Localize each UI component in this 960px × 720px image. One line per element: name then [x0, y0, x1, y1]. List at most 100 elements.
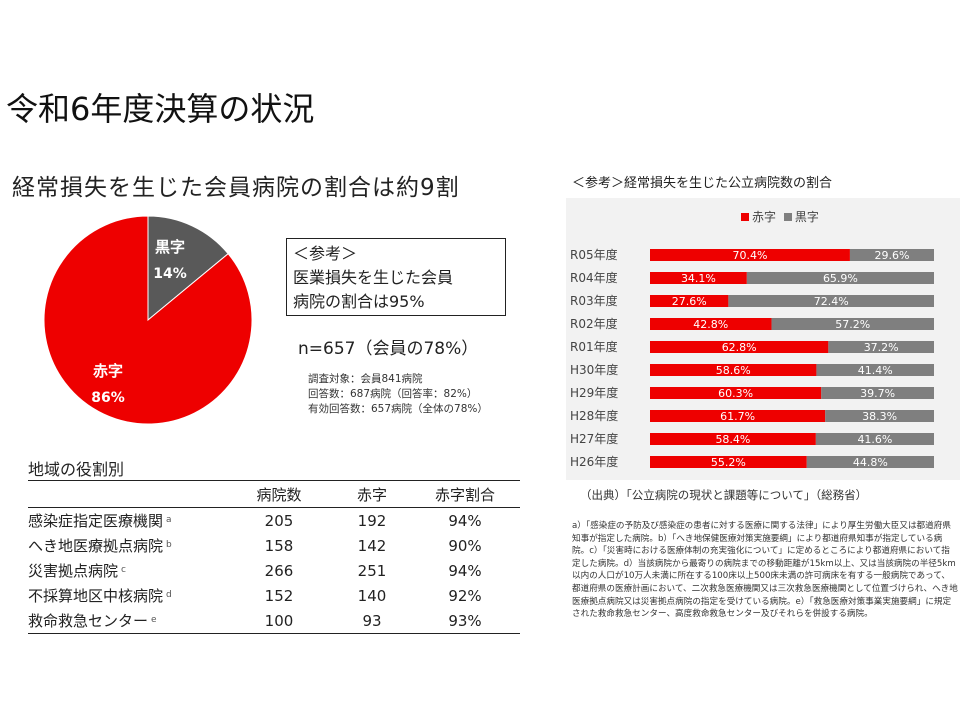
row-deficit: 140 [357, 586, 387, 605]
bar-segment-deficit [650, 295, 729, 307]
y-tick-label: R04年度 [570, 270, 618, 285]
row-name: 不採算地区中核病院 d [28, 587, 172, 605]
data-label-deficit: 62.8% [722, 341, 757, 354]
bar-segment-surplus [806, 456, 934, 468]
data-label-surplus: 44.8% [853, 456, 888, 469]
table-header-row: 病院数 赤字 赤字割合 [28, 480, 520, 508]
row-deficit: 93 [334, 608, 410, 634]
row-ratio: 94% [448, 511, 482, 530]
table-row: 感染症指定医療機関 a 205 192 94% [28, 508, 520, 534]
y-tick-label: H26年度 [570, 454, 618, 469]
data-label-surplus: 38.3% [862, 410, 897, 423]
data-label-deficit: 27.6% [672, 295, 707, 308]
data-label-deficit: 70.4% [732, 249, 767, 262]
survey-target: 調査対象：会員841病院 [308, 373, 423, 385]
bar-segment-deficit [650, 341, 829, 353]
pie-heading: 経常損失を生じた会員病院の割合は約9割 [12, 175, 460, 201]
data-label-deficit: 61.7% [720, 410, 755, 423]
row-count: 152 [264, 586, 294, 605]
row-deficit: 192 [357, 511, 387, 530]
data-label-surplus: 29.6% [874, 249, 909, 262]
public-hospital-chart-heading: ＜参考＞経常損失を生じた公立病院数の割合 [572, 176, 833, 191]
bar-segment-deficit [650, 272, 747, 284]
legend-surplus-swatch [783, 213, 792, 221]
data-label-surplus: 65.9% [823, 272, 858, 285]
bar-segment-deficit [650, 433, 816, 445]
bar-segment-surplus [825, 410, 934, 422]
y-tick-label: R05年度 [570, 247, 618, 262]
data-label-surplus: 41.6% [857, 433, 892, 446]
row-ratio: 90% [448, 536, 482, 555]
data-label-surplus: 37.2% [864, 341, 899, 354]
data-label-deficit: 34.1% [681, 272, 716, 285]
y-tick-label: R03年度 [570, 293, 618, 308]
region-role-table: 病院数 赤字 赤字割合 感染症指定医療機関 a 205 192 94% へき地医療… [28, 480, 520, 634]
header-count: 病院数 [224, 480, 334, 508]
data-label-surplus: 72.4% [814, 295, 849, 308]
sample-size-text: n=657（会員の78%） [298, 339, 479, 359]
bar-chart-legend: 赤字 黒字 [741, 208, 819, 225]
legend-surplus-label: 黒字 [794, 210, 819, 224]
table-row: 救命救急センター e 100 93 93% [28, 608, 520, 634]
y-tick-label: R02年度 [570, 316, 618, 331]
reference-box: ＜参考＞ 医業損失を生じた会員 病院の割合は95% [286, 238, 506, 316]
bar-segment-surplus [828, 341, 934, 353]
table-row: 不採算地区中核病院 d 152 140 92% [28, 583, 520, 608]
slide-title: 令和6年度決算の状況 [6, 90, 315, 128]
row-name: 救命救急センター e [28, 608, 224, 634]
bar-segment-surplus [771, 318, 934, 330]
legend-deficit-label: 赤字 [752, 210, 777, 224]
bar-segment-deficit [650, 410, 826, 422]
row-name: へき地医療拠点病院 b [28, 537, 172, 555]
pie-slice-deficit [43, 215, 253, 425]
y-tick-label: H30年度 [570, 362, 618, 377]
pie-value-surplus: 14% [153, 266, 187, 282]
reference-title: ＜参考＞ [293, 244, 358, 263]
survey-valid-responses: 有効回答数：657病院（全体の78%） [308, 403, 488, 415]
data-label-deficit: 58.4% [715, 433, 750, 446]
pie-label-surplus: 黒字 [155, 238, 185, 256]
data-label-deficit: 58.6% [716, 364, 751, 377]
y-tick-label: H27年度 [570, 431, 618, 446]
data-label-surplus: 41.4% [858, 364, 893, 377]
table-row: 災害拠点病院 c 266 251 94% [28, 558, 520, 583]
source-citation: （出典）「公立病院の現状と課題等について」（総務省） [580, 488, 868, 502]
y-tick-label: R01年度 [570, 339, 618, 354]
header-name [28, 480, 224, 508]
header-ratio: 赤字割合 [410, 480, 520, 508]
bar-segment-surplus [746, 272, 934, 284]
row-count: 266 [264, 561, 294, 580]
pie-value-deficit: 86% [91, 390, 125, 406]
data-label-deficit: 60.3% [718, 387, 753, 400]
row-name: 災害拠点病院 c [28, 562, 126, 580]
data-label-surplus: 39.7% [860, 387, 895, 400]
bar-segment-surplus [849, 249, 934, 261]
table-row: へき地医療拠点病院 b 158 142 90% [28, 533, 520, 558]
bar-segment-deficit [650, 249, 850, 261]
row-count: 158 [264, 536, 294, 555]
reference-line-2: 病院の割合は95% [293, 292, 425, 311]
y-tick-label: H28年度 [570, 408, 618, 423]
bar-segment-deficit [650, 364, 817, 376]
deficit-pie-chart: 黒字 14% 赤字 86% [43, 215, 253, 425]
header-deficit: 赤字 [334, 480, 410, 508]
row-deficit: 251 [357, 561, 387, 580]
row-deficit: 142 [357, 536, 387, 555]
row-ratio: 92% [448, 586, 482, 605]
region-table-heading: 地域の役割別 [28, 460, 125, 479]
row-ratio: 93% [410, 608, 520, 634]
pie-label-deficit: 赤字 [93, 362, 123, 380]
bar-segment-surplus [815, 433, 934, 445]
pie-slice-surplus [147, 215, 229, 322]
data-label-deficit: 55.2% [711, 456, 746, 469]
bar-segment-deficit [650, 456, 807, 468]
bar-segment-surplus [816, 364, 934, 376]
data-label-deficit: 42.8% [693, 318, 728, 331]
row-name: 感染症指定医療機関 a [28, 512, 172, 530]
reference-line-1: 医業損失を生じた会員 [293, 268, 454, 287]
data-label-surplus: 57.2% [835, 318, 870, 331]
row-count: 205 [264, 511, 294, 530]
bar-segment-deficit [650, 387, 822, 399]
row-count: 100 [224, 608, 334, 634]
public-hospital-deficit-bar-chart: R05年度 70.4% 29.6% R04年度 34.1% 65.9% R03年度 27.6%… [570, 247, 934, 469]
